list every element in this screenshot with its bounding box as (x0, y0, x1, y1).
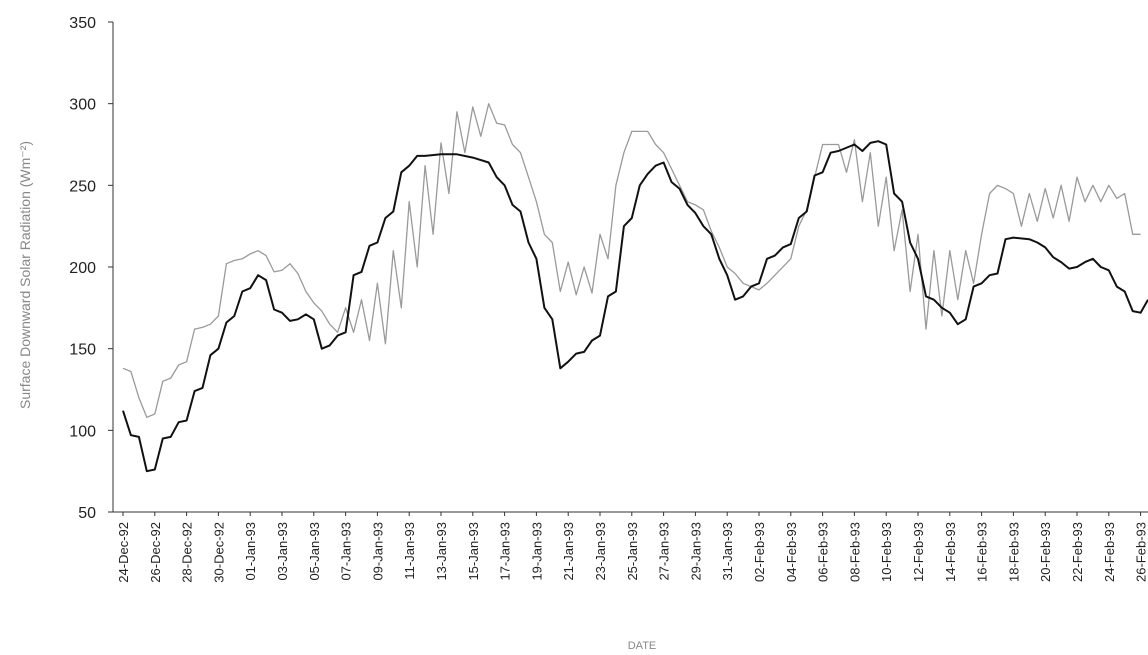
x-tick-label: 18-Feb-93 (1006, 522, 1021, 582)
x-tick-label: 01-Jan-93 (243, 522, 258, 581)
x-tick-label: 25-Jan-93 (625, 522, 640, 581)
y-tick-label: 50 (78, 505, 96, 522)
x-axis-title: DATE (628, 640, 657, 652)
y-axis-ticks: 50 100 150 200 250 300 350 (69, 15, 113, 522)
y-tick-label: 300 (69, 97, 96, 114)
x-tick-label: 26-Feb-93 (1134, 522, 1148, 582)
x-tick-label: 17-Jan-93 (498, 522, 513, 581)
x-tick-label: 31-Jan-93 (720, 522, 735, 581)
x-tick-label: 11-Jan-93 (402, 522, 417, 580)
series-line-2 (122, 103, 1141, 418)
y-tick-label: 200 (69, 260, 96, 277)
x-tick-label: 24-Dec-92 (116, 522, 131, 583)
x-tick-label: 03-Jan-93 (275, 522, 290, 581)
x-tick-label: 12-Feb-93 (911, 522, 926, 582)
x-tick-label: 06-Feb-93 (816, 522, 831, 582)
x-tick-label: 14-Feb-93 (943, 522, 958, 582)
x-tick-label: 04-Feb-93 (784, 522, 799, 582)
x-tick-label: 07-Jan-93 (339, 522, 354, 581)
x-tick-label: 26-Dec-92 (148, 522, 163, 583)
x-tick-label: 16-Feb-93 (975, 522, 990, 582)
x-axis-ticks: 24-Dec-92 26-Dec-92 28-Dec-92 30-Dec-92 01-J… (116, 512, 1148, 583)
x-tick-label: 19-Jan-93 (529, 522, 544, 581)
y-tick-label: 250 (69, 178, 96, 195)
x-tick-label: 23-Jan-93 (593, 522, 608, 581)
x-tick-label: 21-Jan-93 (561, 522, 576, 581)
y-tick-label: 150 (69, 342, 96, 359)
x-tick-label: 02-Feb-93 (752, 522, 767, 582)
x-tick-label: 29-Jan-93 (688, 522, 703, 581)
x-tick-label: 20-Feb-93 (1038, 522, 1053, 582)
x-tick-label: 13-Jan-93 (434, 522, 449, 581)
x-tick-label: 22-Feb-93 (1070, 522, 1085, 582)
x-tick-label: 15-Jan-93 (466, 522, 481, 581)
x-tick-label: 08-Feb-93 (847, 522, 862, 582)
x-tick-label: 28-Dec-92 (180, 522, 195, 583)
y-tick-label: 100 (69, 423, 96, 440)
y-axis-title: Surface Downward Solar Radiation (Wm⁻²) (17, 141, 33, 409)
series-line-1 (122, 140, 1148, 473)
x-tick-label: 27-Jan-93 (657, 522, 672, 581)
x-tick-label: 10-Feb-93 (879, 522, 894, 582)
series-layer (122, 103, 1148, 473)
x-tick-label: 30-Dec-92 (211, 522, 226, 583)
y-tick-label: 350 (69, 15, 96, 32)
x-tick-label: 24-Feb-93 (1102, 522, 1117, 582)
x-tick-label: 09-Jan-93 (370, 522, 385, 581)
x-tick-label: 05-Jan-93 (307, 522, 322, 581)
